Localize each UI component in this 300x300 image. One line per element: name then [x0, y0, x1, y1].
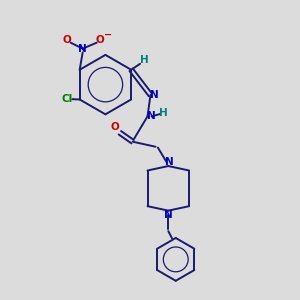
Text: N: N	[78, 44, 87, 54]
Text: O: O	[110, 122, 119, 132]
Text: N: N	[147, 111, 156, 122]
Text: −: −	[103, 30, 112, 40]
Text: H: H	[159, 108, 167, 118]
Text: N: N	[150, 90, 159, 100]
Text: O: O	[95, 35, 104, 45]
Text: H: H	[140, 55, 148, 65]
Text: N: N	[164, 210, 173, 220]
Text: O: O	[63, 35, 72, 45]
Text: N: N	[165, 158, 174, 167]
Text: Cl: Cl	[61, 94, 73, 104]
